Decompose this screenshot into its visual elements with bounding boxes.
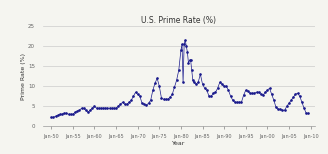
X-axis label: Year: Year [172,141,185,146]
Title: U.S. Prime Rate (%): U.S. Prime Rate (%) [141,16,216,25]
Y-axis label: Prime Rate (%): Prime Rate (%) [21,53,26,100]
